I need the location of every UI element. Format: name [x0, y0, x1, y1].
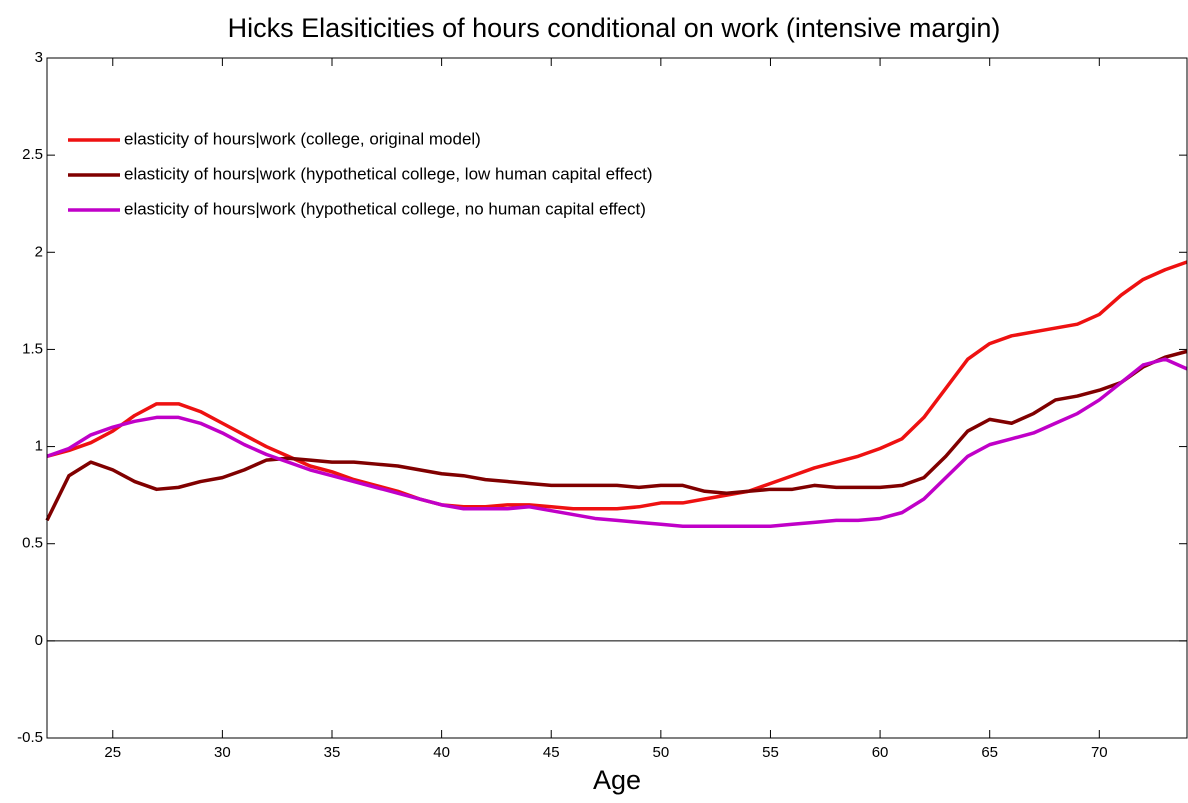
y-tick-label: 2.5: [22, 146, 43, 163]
chart-title: Hicks Elasiticities of hours conditional…: [228, 13, 1001, 43]
series-line: [45, 349, 1188, 522]
legend-label: elasticity of hours|work (hypothetical c…: [124, 164, 653, 183]
legend-label: elasticity of hours|work (college, origi…: [124, 129, 481, 148]
y-tick-label: 1.5: [22, 340, 43, 357]
y-tick-label: 0.5: [22, 535, 43, 552]
plot-frame: [46, 57, 1188, 739]
y-tick-label: 1: [35, 438, 43, 455]
x-tick-label: 40: [433, 744, 450, 761]
y-tick-label: 0: [35, 632, 43, 649]
y-tick-label: -0.5: [17, 729, 43, 746]
x-tick-label: 60: [872, 744, 889, 761]
y-tick-label: 2: [35, 243, 43, 260]
x-tick-label: 45: [543, 744, 560, 761]
legend-label: elasticity of hours|work (hypothetical c…: [124, 199, 646, 218]
y-tick-label: 3: [35, 49, 43, 66]
series-line: [46, 357, 1188, 528]
x-tick-label: 35: [324, 744, 341, 761]
x-axis-label: Age: [593, 765, 641, 795]
x-tick-label: 50: [653, 744, 670, 761]
x-tick-label: 30: [214, 744, 231, 761]
x-tick-label: 70: [1091, 744, 1108, 761]
series-line: [46, 260, 1188, 511]
x-tick-label: 55: [762, 744, 779, 761]
x-tick-label: 65: [981, 744, 998, 761]
x-tick-label: 25: [104, 744, 121, 761]
